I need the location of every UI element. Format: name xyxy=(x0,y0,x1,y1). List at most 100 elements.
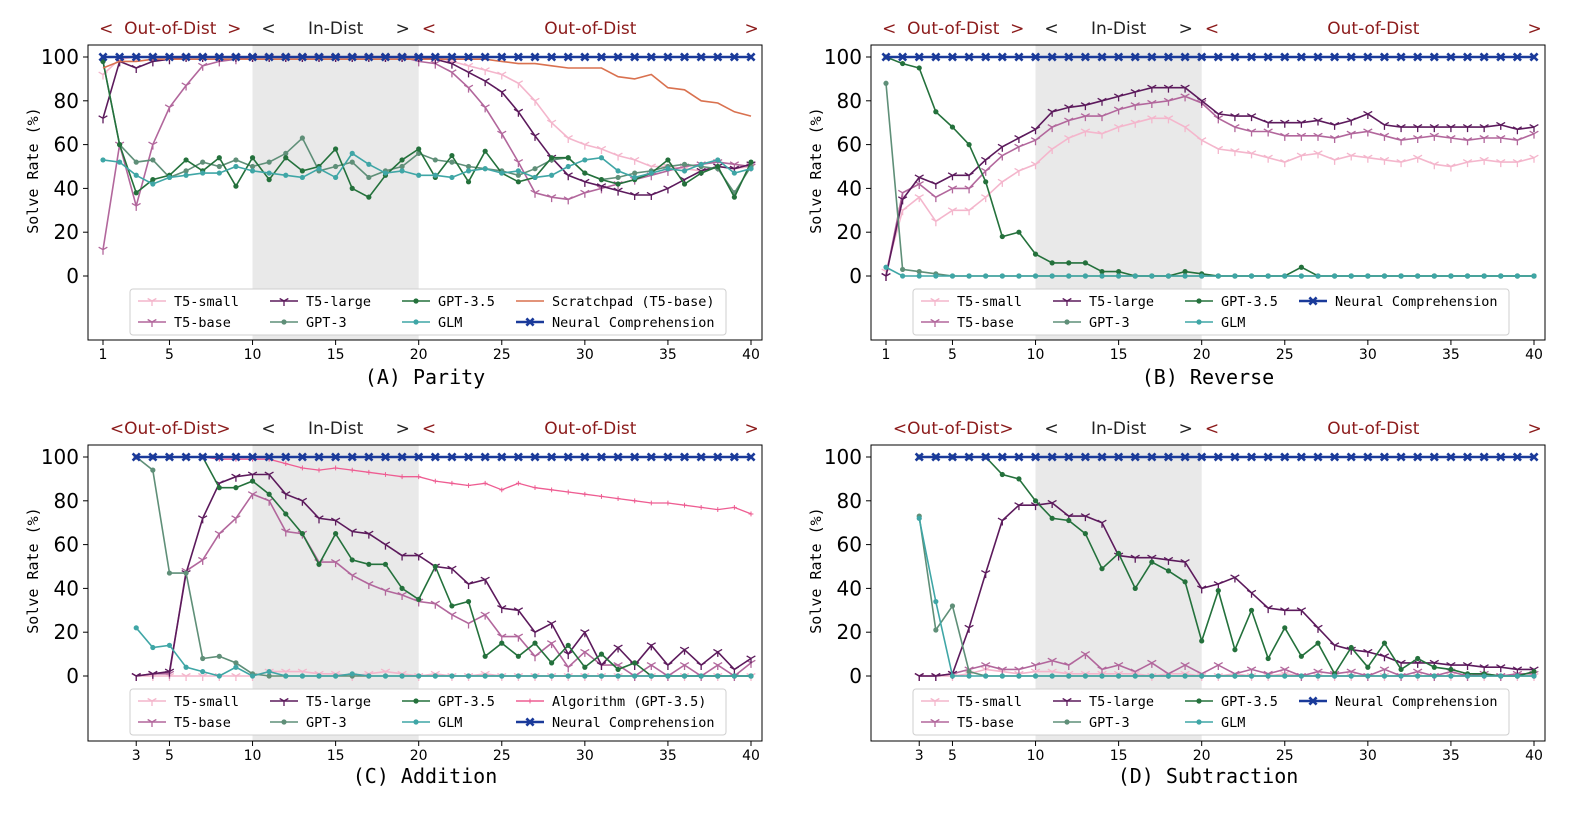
data-point-neural-comprehension xyxy=(997,52,1007,62)
data-point-neural-comprehension xyxy=(1363,452,1373,462)
data-point-neural-comprehension xyxy=(314,52,324,62)
data-point-algorithm-gpt-3-5 xyxy=(632,498,638,504)
data-point-t5-small xyxy=(997,178,1007,187)
data-point-t5-large xyxy=(964,624,974,633)
data-point-neural-comprehension xyxy=(181,52,191,62)
legend-item-neural-comprehension: Neural Comprehension xyxy=(1299,694,1498,710)
data-point-gpt-3-5 xyxy=(1066,517,1072,524)
legend-item-gpt-3-5: GPT-3.5 xyxy=(402,694,495,710)
data-point-gpt-3-5 xyxy=(316,561,322,567)
data-point-glm xyxy=(183,172,189,178)
legend-label: T5-small xyxy=(174,694,239,710)
data-point-t5-small xyxy=(497,71,507,80)
data-point-t5-large xyxy=(1180,84,1190,93)
data-point-neural-comprehension xyxy=(297,52,307,62)
legend-label: T5-small xyxy=(174,294,239,310)
data-point-t5-large xyxy=(480,576,490,585)
data-point-t5-large xyxy=(1313,117,1323,126)
data-point-gpt-3-5 xyxy=(1016,476,1022,482)
data-point-t5-small xyxy=(530,97,540,106)
data-point-neural-comprehension xyxy=(1463,452,1473,462)
data-point-t5-small xyxy=(947,207,958,216)
data-point-neural-comprehension xyxy=(1047,52,1057,62)
data-point-t5-large xyxy=(1329,642,1340,651)
data-point-t5-base xyxy=(1030,137,1041,146)
data-point-gpt-3 xyxy=(681,161,688,167)
data-point-t5-large xyxy=(1130,554,1140,563)
region-label-right: < Out-of-Dist > xyxy=(422,19,759,39)
data-point-t5-large xyxy=(679,646,690,655)
legend-item-t5-base: T5-base xyxy=(138,715,231,731)
data-point-t5-small xyxy=(1014,167,1024,176)
data-point-t5-base xyxy=(1213,115,1223,124)
data-point-gpt-3-5 xyxy=(532,640,538,646)
data-point-t5-large xyxy=(580,629,590,638)
legend-item-t5-base: T5-base xyxy=(921,715,1014,731)
legend-swatch-marker xyxy=(1196,719,1202,725)
legend-swatch-marker xyxy=(1062,697,1072,706)
data-point-neural-comprehension xyxy=(98,52,108,62)
data-point-glm xyxy=(166,174,173,181)
data-point-glm xyxy=(1365,673,1371,679)
data-point-t5-large xyxy=(1462,661,1473,671)
series-line-glm xyxy=(102,152,752,185)
data-point-gpt-3-5 xyxy=(399,157,405,163)
data-point-neural-comprehension xyxy=(898,52,908,62)
data-point-t5-large xyxy=(1329,121,1340,130)
legend-swatch-marker xyxy=(1308,696,1318,706)
x-tick-label: 10 xyxy=(1027,748,1045,764)
data-point-algorithm-gpt-3-5 xyxy=(383,472,388,477)
data-point-algorithm-gpt-3-5 xyxy=(299,465,305,471)
data-point-glm xyxy=(432,673,438,679)
legend-label: GLM xyxy=(438,715,462,731)
data-point-glm xyxy=(1199,673,1205,679)
data-point-neural-comprehension xyxy=(1080,52,1090,62)
legend-swatch-marker xyxy=(1308,296,1318,306)
data-point-gpt-3 xyxy=(515,172,521,178)
data-point-glm xyxy=(216,673,222,679)
chart-title: (B) Reverse xyxy=(1142,365,1274,389)
data-point-gpt-3-5 xyxy=(999,471,1005,478)
data-point-neural-comprehension xyxy=(1363,52,1373,62)
data-point-t5-base xyxy=(1213,661,1223,671)
data-point-t5-base xyxy=(1180,93,1190,102)
data-point-neural-comprehension xyxy=(1097,452,1107,462)
data-point-gpt-3 xyxy=(249,163,256,170)
data-point-t5-small xyxy=(931,218,941,227)
data-point-glm xyxy=(565,673,571,679)
data-point-gpt-3 xyxy=(233,157,239,163)
data-point-glm xyxy=(715,673,721,679)
data-point-glm xyxy=(1415,673,1421,679)
data-point-neural-comprehension xyxy=(1479,52,1489,62)
legend-item-neural-comprehension: Neural Comprehension xyxy=(516,315,715,331)
data-point-neural-comprehension xyxy=(331,52,341,62)
data-point-glm xyxy=(1315,673,1321,679)
data-point-t5-base xyxy=(679,661,690,671)
data-point-glm xyxy=(966,273,972,279)
legend-item-gpt-3: GPT-3 xyxy=(270,715,347,731)
data-point-algorithm-gpt-3-5 xyxy=(432,478,438,484)
data-point-gpt-3-5 xyxy=(1032,498,1039,504)
data-point-t5-small xyxy=(563,134,573,144)
data-point-t5-large xyxy=(148,670,158,679)
data-point-t5-base xyxy=(181,82,191,91)
data-point-gpt-3-5 xyxy=(249,478,256,484)
x-tick-label: 20 xyxy=(1193,347,1211,363)
data-point-neural-comprehension xyxy=(480,452,490,462)
data-point-glm xyxy=(1016,273,1022,279)
y-tick-label: 60 xyxy=(837,133,862,157)
legend-label: Neural Comprehension xyxy=(1335,694,1498,710)
data-point-t5-base xyxy=(1363,128,1373,137)
data-point-glm xyxy=(698,161,704,167)
data-point-gpt-3 xyxy=(916,269,922,275)
data-point-neural-comprehension xyxy=(881,52,891,62)
data-point-glm xyxy=(349,671,355,677)
data-point-neural-comprehension xyxy=(1180,52,1190,62)
data-point-glm xyxy=(1365,273,1371,279)
data-point-algorithm-gpt-3-5 xyxy=(599,494,604,499)
data-point-gpt-3-5 xyxy=(1199,638,1205,644)
y-tick-label: 0 xyxy=(849,664,862,688)
data-point-gpt-3-5 xyxy=(432,563,438,570)
data-point-glm xyxy=(499,673,505,679)
x-tick-label: 20 xyxy=(410,748,428,764)
